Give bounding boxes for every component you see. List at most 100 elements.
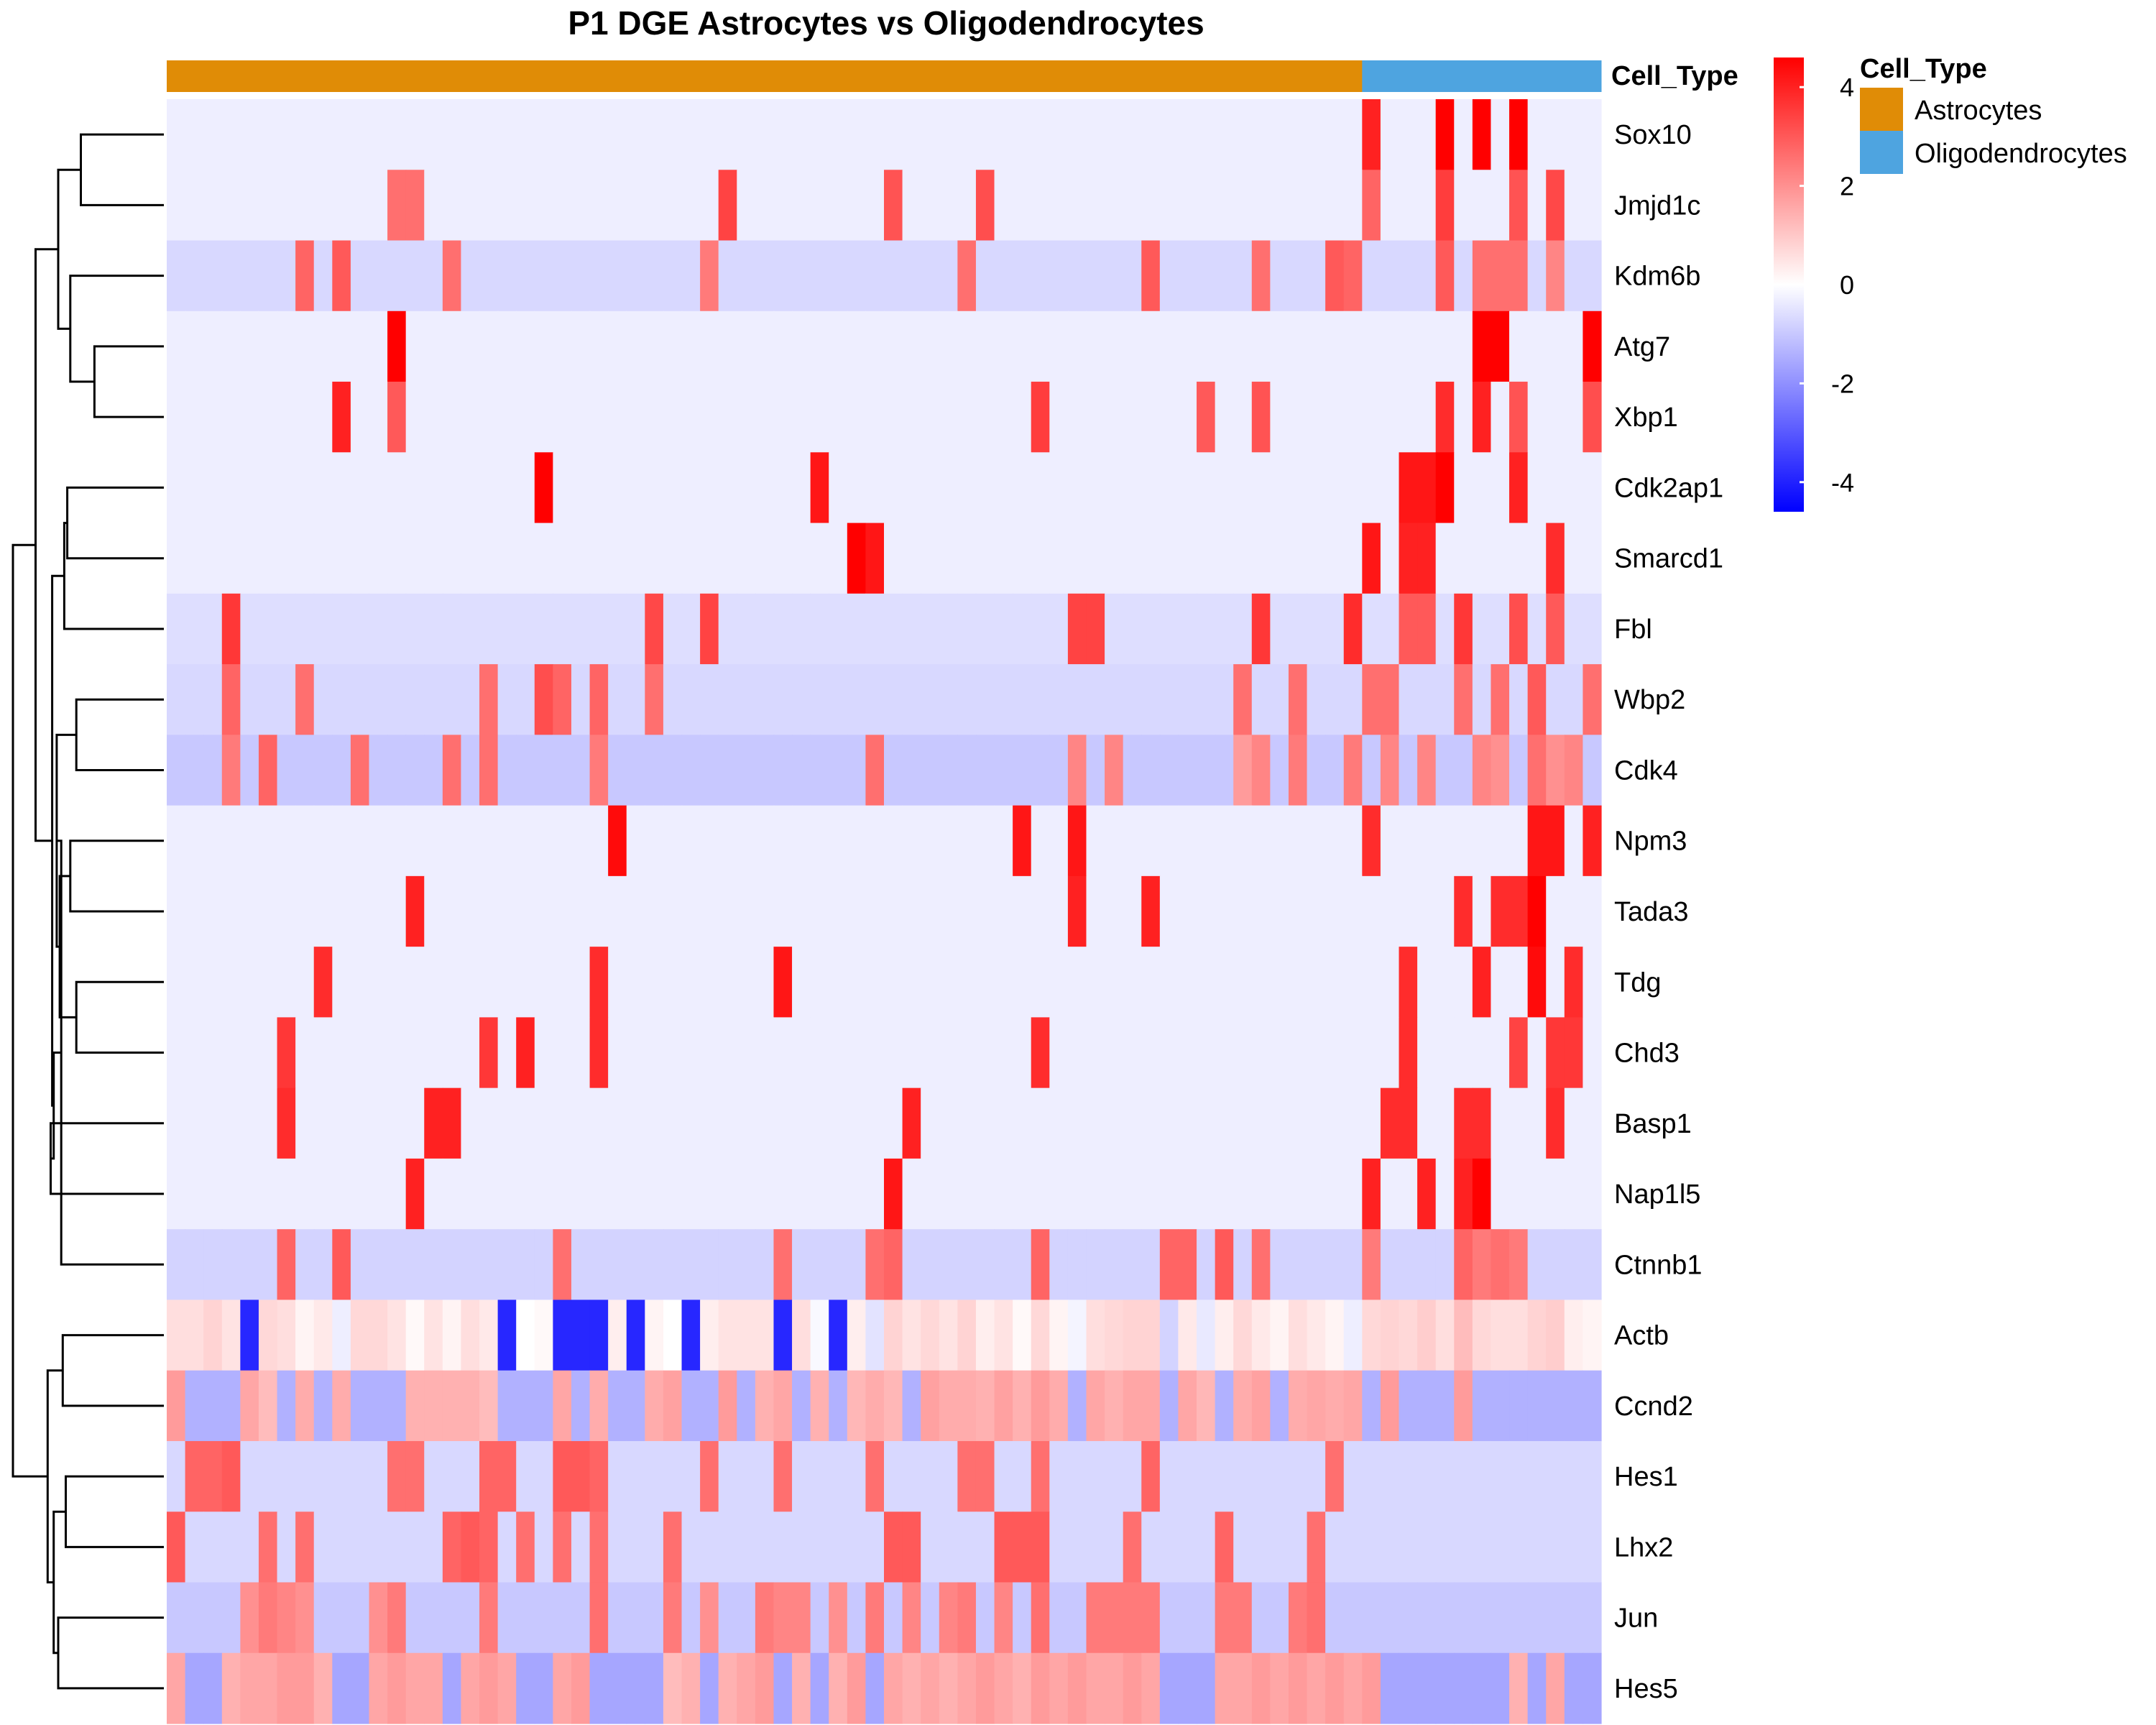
heatmap-cell — [626, 1440, 645, 1512]
heatmap-cell — [1399, 382, 1418, 453]
heatmap-cell — [571, 735, 591, 806]
heatmap-cell — [405, 1300, 425, 1371]
heatmap-cell — [221, 452, 241, 524]
heatmap-cell — [1178, 170, 1197, 242]
heatmap-cell — [1288, 452, 1308, 524]
heatmap-cell — [1105, 1017, 1124, 1089]
heatmap-cell — [1417, 735, 1437, 806]
heatmap-cell — [737, 1652, 756, 1724]
heatmap-cell — [497, 1582, 517, 1654]
heatmap-cell — [1270, 1370, 1289, 1442]
heatmap-cell — [939, 1512, 958, 1583]
heatmap-cell — [829, 805, 848, 877]
heatmap-cell — [1325, 310, 1345, 382]
heatmap-cell — [1564, 1017, 1584, 1089]
heatmap-cell — [553, 1158, 572, 1230]
heatmap-cell — [1105, 382, 1124, 453]
heatmap-cell — [1067, 452, 1087, 524]
heatmap-cell — [718, 310, 737, 382]
heatmap-cell — [332, 1087, 351, 1159]
gene-label: Hes1 — [1614, 1462, 1678, 1492]
heatmap-cell — [461, 170, 480, 242]
heatmap-cell — [755, 523, 775, 594]
heatmap-cell — [829, 452, 848, 524]
heatmap-cell — [865, 735, 885, 806]
heatmap-cell — [1031, 1512, 1050, 1583]
heatmap-cell — [1013, 1087, 1032, 1159]
heatmap-cell — [681, 1158, 701, 1230]
heatmap-cell — [1362, 452, 1381, 524]
heatmap-cell — [1362, 1229, 1381, 1301]
heatmap-cell — [1417, 99, 1437, 170]
heatmap-cell — [1454, 1582, 1473, 1654]
heatmap-cell — [461, 1440, 480, 1512]
heatmap-cell — [185, 1370, 204, 1442]
heatmap-cell — [424, 310, 443, 382]
heatmap-cell — [1454, 735, 1473, 806]
heatmap-cell — [571, 99, 591, 170]
heatmap-cell — [921, 1087, 940, 1159]
heatmap-cell — [792, 452, 811, 524]
heatmap-cell — [479, 593, 499, 665]
heatmap-cell — [884, 805, 903, 877]
heatmap-cell — [975, 1158, 995, 1230]
heatmap-cell — [921, 1440, 940, 1512]
heatmap-cell — [1013, 452, 1032, 524]
heatmap-cell — [645, 1087, 664, 1159]
heatmap-cell — [553, 1087, 572, 1159]
heatmap-cell — [718, 1229, 737, 1301]
heatmap-cell — [1197, 875, 1216, 947]
heatmap-cell — [1527, 735, 1547, 806]
heatmap-cell — [1583, 1229, 1602, 1301]
heatmap-cell — [442, 99, 462, 170]
heatmap-cell — [424, 1300, 443, 1371]
heatmap-cell — [865, 310, 885, 382]
heatmap-cell — [589, 452, 609, 524]
heatmap-cell — [1270, 1017, 1289, 1089]
heatmap-cell — [461, 1158, 480, 1230]
heatmap-cell — [258, 1229, 278, 1301]
heatmap-cell — [1546, 1300, 1565, 1371]
heatmap-cell — [1362, 593, 1381, 665]
heatmap-cell — [921, 805, 940, 877]
heatmap-cell — [369, 1017, 388, 1089]
heatmap-cell — [442, 1440, 462, 1512]
heatmap-cell — [1509, 310, 1529, 382]
heatmap-cell — [1013, 1582, 1032, 1654]
heatmap-cell — [1233, 523, 1253, 594]
heatmap-cell — [1270, 382, 1289, 453]
heatmap-cell — [295, 1087, 315, 1159]
heatmap-cell — [700, 1017, 719, 1089]
heatmap-cell — [534, 593, 553, 665]
heatmap-cell — [700, 1582, 719, 1654]
heatmap-cell — [369, 382, 388, 453]
heatmap-cell — [1307, 310, 1326, 382]
heatmap-cell — [516, 1087, 535, 1159]
heatmap-cell — [167, 382, 186, 453]
heatmap-cell — [258, 310, 278, 382]
heatmap-cell — [847, 240, 867, 312]
heatmap-cell — [221, 1370, 241, 1442]
heatmap-cell — [387, 99, 407, 170]
heatmap-cell — [221, 875, 241, 947]
heatmap-cell — [1380, 947, 1400, 1018]
heatmap-cell — [221, 1300, 241, 1371]
heatmap-cell — [461, 875, 480, 947]
heatmap-cell — [1454, 523, 1473, 594]
heatmap-cell — [994, 1652, 1013, 1724]
heatmap-cell — [369, 947, 388, 1018]
heatmap-cell — [167, 1370, 186, 1442]
heatmap-cell — [1546, 735, 1565, 806]
heatmap-cell — [534, 1158, 553, 1230]
heatmap-cell — [1159, 1440, 1179, 1512]
heatmap-cell — [755, 170, 775, 242]
heatmap-cell — [902, 664, 921, 735]
heatmap-cell — [1564, 1440, 1584, 1512]
heatmap-cell — [1583, 1017, 1602, 1089]
heatmap-cell — [1270, 735, 1289, 806]
heatmap-cell — [1307, 240, 1326, 312]
heatmap-cell — [792, 523, 811, 594]
heatmap-cell — [516, 452, 535, 524]
heatmap-cell — [884, 735, 903, 806]
heatmap-cell — [1123, 1300, 1142, 1371]
